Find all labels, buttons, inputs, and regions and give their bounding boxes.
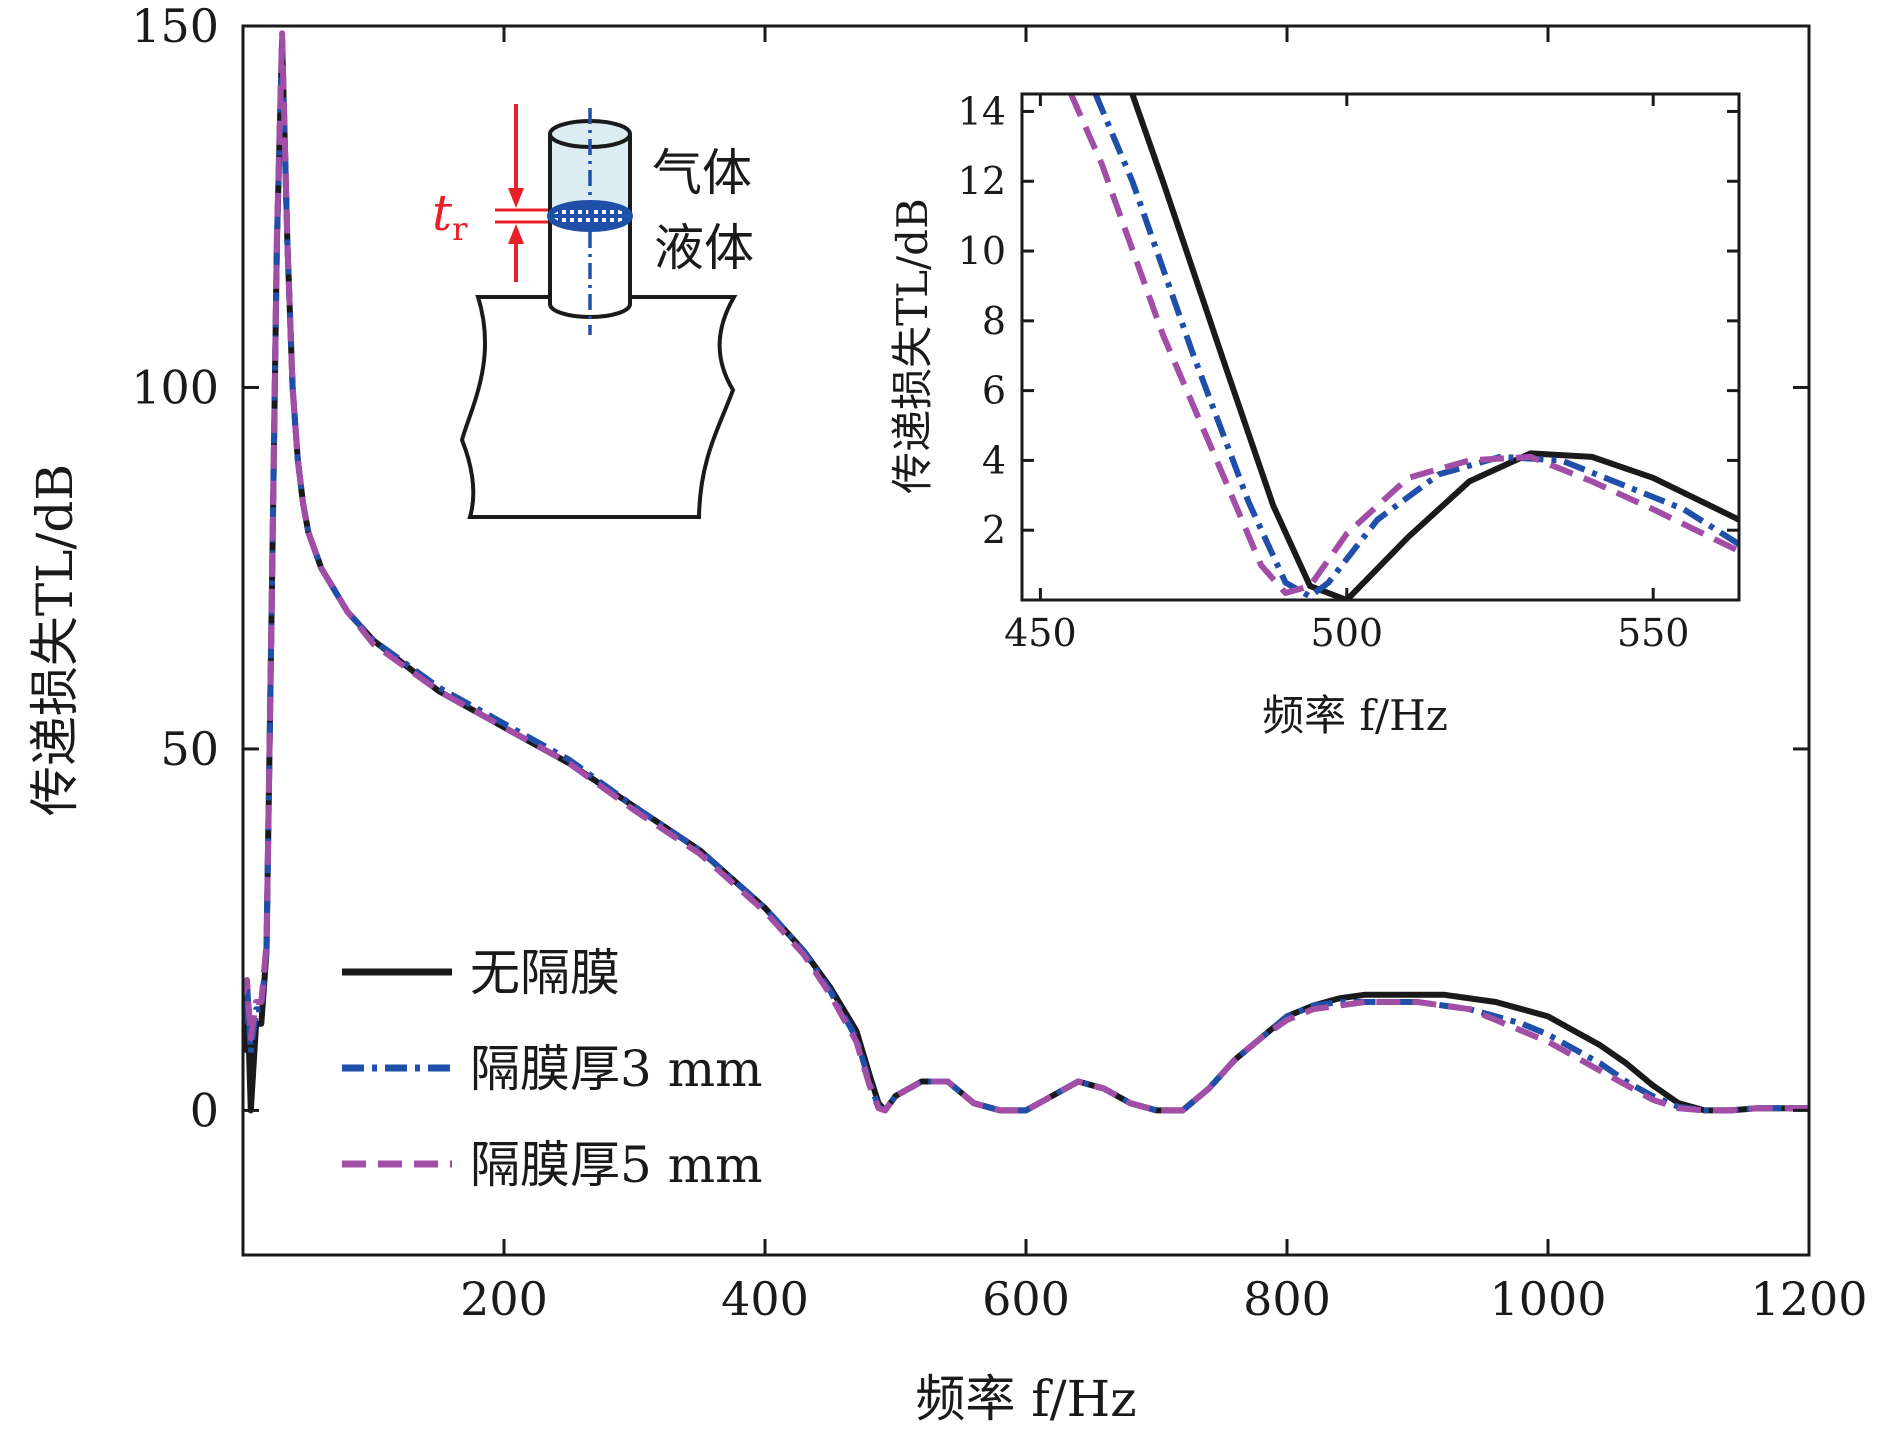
thickness-subscript: r xyxy=(452,210,468,248)
main-x-tick-label: 1000 xyxy=(1489,1272,1606,1326)
inset-y-tick-label: 4 xyxy=(982,438,1006,482)
inset-y-tick-label: 2 xyxy=(982,508,1006,552)
main-series-membrane-5mm xyxy=(243,30,1809,1114)
inset-x-axis-title: 频率 f/Hz xyxy=(1262,691,1448,740)
inset-x-tick-label: 500 xyxy=(1311,611,1384,655)
thickness-arrowhead-top xyxy=(508,188,524,208)
thickness-symbol: t xyxy=(432,184,453,242)
inset-y-tick-label: 10 xyxy=(958,229,1006,273)
inset-y-axis-title: 传递损失TL/dB xyxy=(888,198,937,494)
main-y-axis-title: 传递损失TL/dB xyxy=(26,464,84,816)
base-tank-outline xyxy=(459,295,738,519)
liquid-label: 液体 xyxy=(654,219,754,277)
inset-series-no-membrane xyxy=(1129,94,1739,600)
inset-series-membrane-3mm xyxy=(1092,94,1739,600)
main-series-membrane-3mm xyxy=(243,37,1809,1114)
inset-y-tick-label: 14 xyxy=(958,89,1006,133)
inset-x-tick-label: 450 xyxy=(1004,611,1077,655)
thickness-arrowhead-bottom xyxy=(508,224,524,244)
legend: 无隔膜 隔膜厚3 mm 隔膜厚5 mm xyxy=(342,944,763,1194)
main-y-tick-label: 150 xyxy=(131,0,219,53)
legend-label-membrane-3mm: 隔膜厚3 mm xyxy=(470,1040,763,1098)
inset-y-tick-label: 8 xyxy=(982,299,1006,343)
inset-chart: 450 500 550 2 4 6 8 10 12 14 频率 f/Hz 传递损失TL/dB xyxy=(888,89,1741,740)
legend-label-no-membrane: 无隔膜 xyxy=(470,944,620,1002)
inset-background xyxy=(1022,94,1739,600)
main-y-tick-label: 50 xyxy=(160,722,219,776)
thickness-label: tr xyxy=(432,184,468,248)
inset-y-tick-label: 12 xyxy=(958,159,1006,203)
main-x-tick-label: 200 xyxy=(460,1272,548,1326)
gas-label: 气体 xyxy=(652,144,752,202)
inset-plot-frame xyxy=(1020,92,1741,602)
inset-y-tick-label: 6 xyxy=(982,369,1006,413)
inset-x-tick-label: 550 xyxy=(1617,611,1690,655)
main-y-tick-label: 100 xyxy=(131,360,219,414)
main-chart: 200 400 600 800 1000 1200 0 50 100 150 频率 f/Hz 传递… xyxy=(26,0,1868,1428)
main-x-axis-title: 频率 f/Hz xyxy=(915,1370,1136,1428)
legend-label-membrane-5mm: 隔膜厚5 mm xyxy=(470,1136,763,1194)
main-x-tick-label: 800 xyxy=(1243,1272,1331,1326)
pipe-diagram: tr 气体 液体 xyxy=(432,104,754,519)
main-x-tick-label: 1200 xyxy=(1750,1272,1867,1326)
main-x-tick-label: 400 xyxy=(721,1272,809,1326)
main-x-tick-label: 600 xyxy=(982,1272,1070,1326)
main-y-tick-label: 0 xyxy=(190,1083,219,1137)
